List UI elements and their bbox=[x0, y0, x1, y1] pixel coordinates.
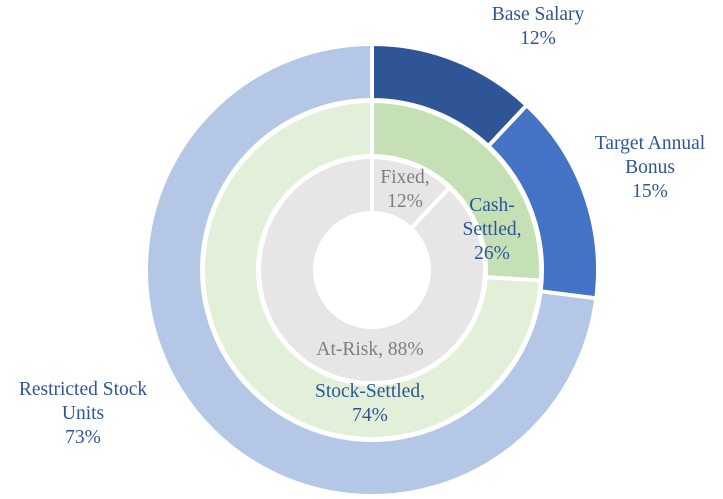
label-fixed: Fixed, 12% bbox=[380, 167, 430, 212]
label-target-annual-bonus: Target Annual Bonus 15% bbox=[594, 133, 706, 202]
label-cash-settled: Cash- Settled, 26% bbox=[462, 195, 522, 264]
label-at-risk: At-Risk, 88% bbox=[316, 339, 424, 360]
label-restricted-stock-units: Restricted Stock Units 73% bbox=[18, 379, 148, 448]
slice-inner-at-risk bbox=[257, 154, 487, 385]
label-stock-settled: Stock-Settled, 74% bbox=[315, 381, 425, 426]
label-base-salary: Base Salary 12% bbox=[491, 4, 585, 49]
